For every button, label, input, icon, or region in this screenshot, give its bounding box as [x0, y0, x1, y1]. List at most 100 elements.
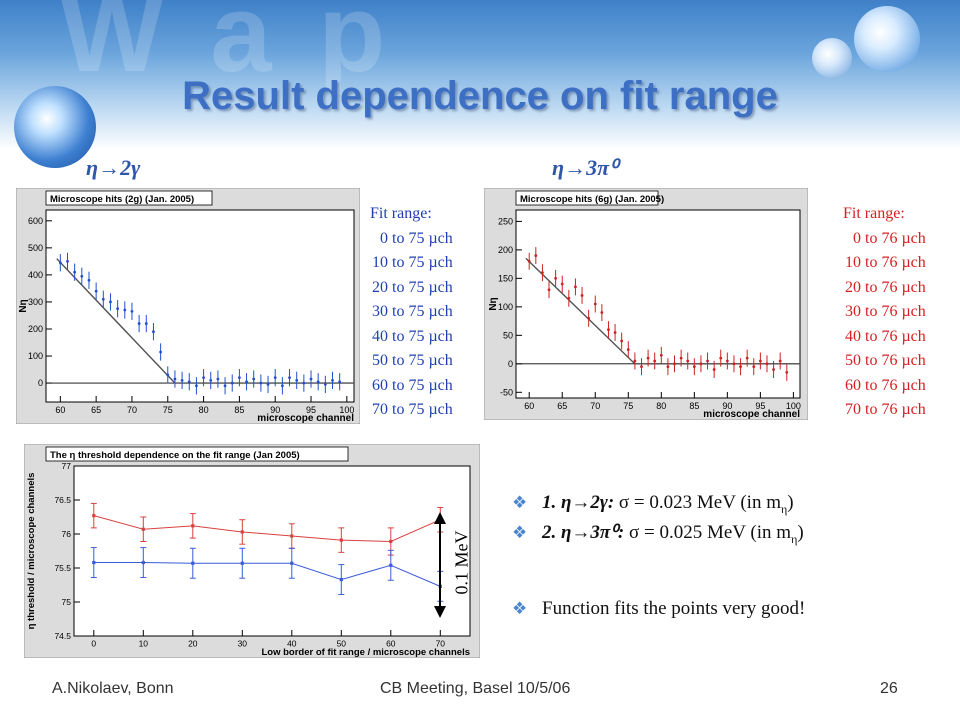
data-point [240, 530, 244, 534]
x-tick-label: 75 [163, 405, 173, 415]
data-point [626, 348, 630, 351]
data-point [191, 524, 195, 528]
data-point [173, 377, 177, 381]
data-point [778, 359, 782, 363]
data-point [653, 359, 657, 363]
data-point [706, 359, 709, 363]
y-tick-label: 200 [28, 324, 43, 334]
x-axis-label: Low border of fit range / microscope cha… [261, 647, 470, 658]
x-tick-label: 90 [270, 405, 280, 415]
data-point [338, 380, 342, 384]
x-tick-label: 10 [139, 639, 149, 649]
data-point [101, 297, 105, 301]
y-tick-label: 0 [508, 359, 513, 369]
data-point [745, 356, 749, 360]
x-axis-label: microscope channel [703, 409, 800, 420]
data-point [309, 377, 313, 381]
data-point [389, 563, 393, 567]
y-tick-label: 600 [28, 216, 43, 226]
x-tick-label: 70 [590, 401, 600, 411]
bullet-suffix: ) [787, 492, 794, 513]
data-point [73, 270, 77, 274]
fit-range-row: 0 to 75 µch [380, 229, 453, 247]
data-point [541, 271, 544, 275]
data-point [245, 380, 248, 384]
x-axis-label: microscope channel [257, 413, 354, 424]
data-point [209, 378, 213, 382]
fit-range-row: 40 to 76 µch [845, 327, 926, 345]
data-point [560, 282, 564, 286]
data-point [92, 560, 96, 565]
bullet-item: ❖ 1. η→2γ: σ = 0.023 MeV (in mη) [510, 488, 805, 518]
bullet-text: σ = 0.025 MeV (in m [629, 522, 792, 543]
y-tick-label: 250 [498, 216, 513, 226]
x-tick-label: 0 [91, 639, 96, 649]
data-point [679, 356, 683, 360]
bullet-item: ❖ 2. η→3π⁰: σ = 0.025 MeV (in mη) [510, 518, 805, 548]
data-point [92, 514, 96, 518]
data-point [223, 384, 227, 388]
x-tick-label: 95 [306, 405, 316, 415]
y-tick-label: 100 [28, 351, 43, 361]
data-point [191, 561, 195, 565]
bullet-subscript: η [780, 501, 788, 516]
footer-author: A.Nikolaev, Bonn [52, 680, 174, 697]
y-tick-label: 74.5 [54, 631, 71, 641]
data-point [290, 534, 294, 538]
data-point [752, 365, 756, 369]
diamond-bullet-icon: ❖ [512, 493, 528, 512]
data-point [613, 331, 617, 334]
data-point [567, 296, 571, 300]
data-point [58, 261, 62, 265]
data-point [692, 365, 696, 369]
series-line [93, 562, 441, 587]
plot-area [515, 209, 801, 399]
data-point [600, 311, 604, 314]
data-point [266, 383, 270, 386]
bullet-suffix: ) [797, 522, 804, 543]
y-tick-label: 75 [62, 597, 72, 607]
series-line [93, 515, 441, 542]
x-tick-label: 100 [339, 405, 354, 415]
y-tick-label: 200 [498, 245, 513, 255]
fit-range-list-left: Fit range: 0 to 75 µch 10 to 75 µch 20 to … [370, 202, 453, 423]
data-point [66, 259, 69, 263]
data-point [547, 288, 551, 292]
data-point [574, 285, 577, 289]
panel-label-left: η→2γ [86, 155, 141, 180]
chart-title: Microscope hits (2g) (Jan. 2005) [50, 194, 194, 205]
x-tick-label: 85 [234, 405, 244, 415]
data-point [339, 538, 343, 542]
footer-event: CB Meeting, Basel 10/5/06 [380, 680, 571, 697]
y-tick-label: 50 [503, 330, 513, 340]
data-point [593, 302, 597, 306]
fit-range-row: 60 to 75 µch [372, 376, 453, 394]
y-axis-label: Nη [18, 299, 29, 312]
plot-area [73, 465, 471, 637]
x-tick-label: 50 [337, 639, 347, 649]
y-tick-label: -50 [500, 387, 513, 397]
y-tick-label: 400 [28, 270, 43, 280]
y-tick-label: 77 [62, 461, 72, 471]
data-point [252, 377, 256, 381]
chart-microscope-hits-2g: Microscope hits (2g) (Jan. 2005) 0 100 200 3… [16, 188, 360, 424]
x-tick-label: 65 [91, 405, 101, 415]
bullet-text: Function fits the points very good! [542, 598, 806, 619]
result-bullets: ❖ 1. η→2γ: σ = 0.023 MeV (in mη) ❖ 2. η→3π⁰… [510, 488, 805, 624]
data-point [580, 294, 584, 297]
data-point [339, 577, 343, 582]
data-point [527, 259, 531, 263]
x-tick-label: 60 [524, 401, 534, 411]
data-point [699, 362, 703, 366]
x-tick-label: 80 [199, 405, 209, 415]
data-point [758, 359, 762, 363]
data-point [259, 381, 263, 385]
data-point [607, 328, 610, 332]
banner-decoration: W a p [60, 0, 394, 95]
data-point [187, 380, 191, 384]
data-point [331, 378, 334, 382]
data-point [273, 376, 277, 380]
fit-range-row: 10 to 75 µch [372, 254, 453, 271]
x-tick-label: 65 [557, 401, 567, 411]
data-point [587, 316, 591, 320]
